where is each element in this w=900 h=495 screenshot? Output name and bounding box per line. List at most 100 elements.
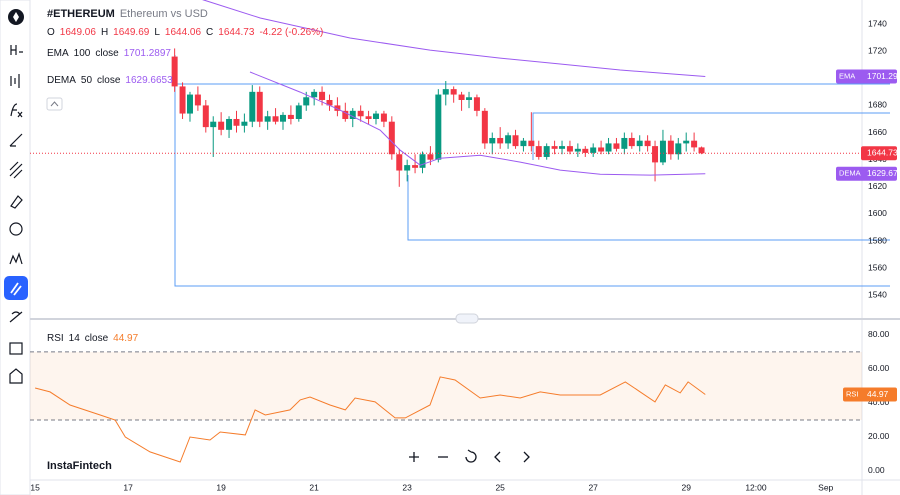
reset[interactable] <box>465 449 477 463</box>
plot-area <box>171 0 706 187</box>
indicator-value: 44.97 <box>113 333 139 344</box>
candle-body <box>264 116 271 122</box>
drawing-range[interactable] <box>174 55 890 287</box>
tool-lock[interactable] <box>9 342 23 355</box>
rsi-badge-value: 44.97 <box>867 389 889 399</box>
tool-home[interactable] <box>9 368 23 384</box>
candle-body <box>272 116 279 122</box>
y-tick-label: 80.00 <box>868 329 890 339</box>
candle-body <box>659 140 666 163</box>
ema-legend[interactable]: EMA 100 close 1701.2897 <box>47 48 171 59</box>
tool-magnet[interactable] <box>4 276 28 300</box>
rsi-badge-label: RSI <box>846 389 859 398</box>
tool-brush[interactable] <box>10 195 23 209</box>
candle-body <box>559 146 566 149</box>
candle-body <box>249 91 256 122</box>
y-tick-label: 1720 <box>868 45 887 55</box>
candle-body <box>435 94 442 160</box>
drawing-range[interactable] <box>407 175 890 241</box>
indicator-badge <box>836 166 897 181</box>
tool-trend[interactable] <box>10 45 23 55</box>
symbol-legend: #ETHEREUM Ethereum vs USD <box>47 8 208 20</box>
candle-body <box>233 118 240 126</box>
candle-body <box>373 113 380 119</box>
candle-body <box>194 94 201 106</box>
scroll-right[interactable] <box>523 451 530 463</box>
candle-body <box>543 146 550 157</box>
tool-hide[interactable] <box>9 311 23 323</box>
dema-legend[interactable]: DEMA 50 close 1629.6653 <box>47 75 173 86</box>
candle-body <box>605 143 612 152</box>
candle-body <box>473 97 480 111</box>
candle-body <box>279 114 286 122</box>
indicator-source: close <box>95 48 119 59</box>
candle-body <box>613 143 620 149</box>
candle-body <box>349 110 356 119</box>
candle-body <box>226 118 233 130</box>
indicator-length: 100 <box>73 48 91 59</box>
candle-body <box>505 135 512 144</box>
candle-body <box>489 137 496 144</box>
ohlc-value: 1644.73 <box>218 27 255 38</box>
candle-body <box>202 105 209 128</box>
tool-patterns[interactable] <box>9 252 23 265</box>
candle-body <box>380 113 387 122</box>
candle-body <box>419 154 426 168</box>
x-tick-label: 29 <box>681 482 691 492</box>
pane-handle[interactable] <box>455 313 479 324</box>
candle-body <box>365 116 372 119</box>
candle-body <box>652 146 659 163</box>
candle-body <box>319 91 326 100</box>
candle-body <box>590 147 597 153</box>
band-fill <box>30 351 862 420</box>
x-tick-label: 25 <box>495 482 505 492</box>
ohlc-label: O <box>47 27 55 38</box>
ohlc-value: 1649.69 <box>113 27 150 38</box>
tool-emoji[interactable] <box>9 222 23 236</box>
x-tick-label: 23 <box>402 482 412 492</box>
ohlc-value: 1649.06 <box>59 27 96 38</box>
x-tick-label: 27 <box>588 482 598 492</box>
indicator-value: 1629.6653 <box>125 75 173 86</box>
candle-body <box>326 99 333 106</box>
y-tick-label: 1580 <box>868 235 887 245</box>
candle-body <box>241 121 248 126</box>
scroll-left[interactable] <box>494 451 501 463</box>
candle-body <box>636 140 643 147</box>
indicator-source: close <box>84 333 109 344</box>
x-tick-label: 17 <box>123 482 133 492</box>
indicator-name: DEMA <box>47 75 76 86</box>
toolbar <box>0 0 31 495</box>
x-tick-label: 12:00 <box>745 482 767 492</box>
y-tick-label: 1660 <box>868 127 887 137</box>
candle-body <box>535 146 542 157</box>
x-tick-label: 21 <box>309 482 319 492</box>
candle-body <box>442 89 449 95</box>
tool-line[interactable] <box>9 133 23 147</box>
indicator-line <box>202 0 706 77</box>
rsi-legend[interactable]: RSI 14 close 44.97 <box>47 333 138 344</box>
zoom-in[interactable] <box>409 452 419 462</box>
candle-body <box>303 97 310 106</box>
tool-fib[interactable] <box>9 161 23 179</box>
collapse-button[interactable] <box>46 97 63 111</box>
candle-body <box>427 154 434 160</box>
candle-body <box>295 105 302 119</box>
candle-body <box>512 135 519 147</box>
candle-body <box>256 91 263 122</box>
candle-body <box>628 137 635 147</box>
tool-candles[interactable] <box>10 74 20 88</box>
candle-body <box>388 121 395 155</box>
y-tick-label: 1560 <box>868 262 887 272</box>
candle-body <box>520 140 527 147</box>
indicator-length: 14 <box>68 333 80 344</box>
candle-body <box>404 165 411 171</box>
ohlc-legend: O 1649.06 H 1649.69 L 1644.06 C 1644.73 -4.2… <box>47 27 323 38</box>
candle-body <box>179 86 186 114</box>
y-tick-label: 1600 <box>868 208 887 218</box>
price-badge <box>861 146 897 161</box>
tool-fx[interactable] <box>10 103 23 118</box>
indicator-source: close <box>97 75 121 86</box>
candle-body <box>698 147 705 154</box>
